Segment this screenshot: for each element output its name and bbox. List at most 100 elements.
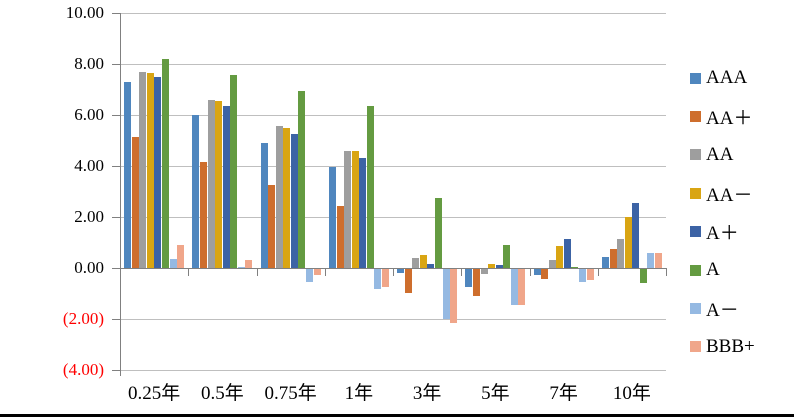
y-axis-label: 4.00 bbox=[74, 156, 104, 175]
bar-A-0.25年 bbox=[161, 58, 169, 268]
x-axis-label: 10年 bbox=[612, 383, 651, 404]
bar-A＋-0.5年 bbox=[222, 106, 230, 268]
bar-AA－-0.25年 bbox=[146, 72, 154, 268]
y-axis-tick bbox=[112, 217, 120, 218]
x-axis-label: 5年 bbox=[481, 383, 510, 404]
legend-label-A－: A－ bbox=[706, 299, 739, 321]
y-axis-line bbox=[120, 13, 121, 376]
legend-label-A＋: A＋ bbox=[706, 223, 739, 245]
bar-AA＋-0.5年 bbox=[200, 162, 207, 268]
bar-AA－-7年 bbox=[556, 246, 564, 268]
gridline-4.00 bbox=[120, 166, 666, 167]
x-axis-tick bbox=[529, 268, 531, 276]
x-axis-label: 0.5年 bbox=[200, 383, 244, 404]
gridline-(4.00) bbox=[120, 370, 666, 371]
bar-AA＋-0.25年 bbox=[131, 136, 139, 268]
x-axis-tick bbox=[393, 268, 394, 276]
bar-A－-0.5年 bbox=[237, 266, 245, 268]
bar-AAA-0.5年 bbox=[192, 115, 200, 268]
y-axis-label: 0.00 bbox=[74, 258, 104, 277]
bar-A-7年 bbox=[571, 266, 579, 268]
bar-AA－-10年 bbox=[624, 217, 632, 268]
bar-AAA-3年 bbox=[397, 269, 405, 273]
legend-item-A－: A－ bbox=[690, 297, 739, 321]
bar-A＋-3年 bbox=[427, 264, 435, 268]
y-axis-label: 6.00 bbox=[74, 105, 104, 124]
bar-AA-5年 bbox=[480, 269, 488, 275]
bar-AAA-0.25年 bbox=[124, 81, 132, 268]
legend-label-AAA: AAA bbox=[706, 67, 748, 88]
legend-label-AA: AA bbox=[706, 143, 734, 165]
y-axis-label: 2.00 bbox=[74, 207, 104, 226]
legend-swatch-AAA bbox=[690, 72, 701, 84]
legend-item-BBB+: BBB+ bbox=[690, 336, 755, 358]
bar-A－-0.25年 bbox=[169, 259, 177, 268]
bar-A-10年 bbox=[639, 269, 647, 284]
legend-swatch-A bbox=[690, 264, 701, 276]
legend-item-A: A bbox=[690, 259, 720, 281]
legend-swatch-AA＋ bbox=[690, 110, 701, 122]
bar-A-5年 bbox=[503, 245, 511, 268]
bar-A＋-0.75年 bbox=[290, 134, 298, 268]
x-axis-label: 3年 bbox=[412, 383, 442, 404]
bar-AA-0.25年 bbox=[139, 71, 147, 268]
y-axis-label: (2.00) bbox=[62, 309, 104, 328]
bar-BBB+-0.25年 bbox=[177, 245, 185, 268]
x-axis-tick bbox=[324, 268, 326, 276]
bar-BBB+-7年 bbox=[586, 269, 594, 281]
gridline-10.00 bbox=[120, 13, 666, 14]
legend-item-AA: AA bbox=[690, 144, 733, 166]
bar-BBB+-10年 bbox=[654, 252, 662, 268]
bar-AA-1年 bbox=[344, 150, 352, 268]
legend-swatch-AA－ bbox=[690, 187, 701, 199]
gridline-(2.00) bbox=[120, 319, 666, 320]
y-axis-tick bbox=[112, 115, 120, 116]
x-axis-tick bbox=[120, 268, 121, 276]
bar-A－-1年 bbox=[374, 269, 382, 290]
bar-AA-3年 bbox=[412, 257, 420, 268]
y-axis-tick bbox=[112, 370, 120, 371]
legend-swatch-AA bbox=[690, 149, 701, 161]
x-axis-label: 1年 bbox=[344, 383, 374, 404]
x-axis-label: 7年 bbox=[549, 383, 578, 404]
legend-swatch-A＋ bbox=[690, 226, 701, 238]
y-axis-tick bbox=[112, 13, 120, 14]
bar-BBB+-5年 bbox=[518, 269, 526, 305]
bar-AA-0.5年 bbox=[207, 99, 215, 268]
x-axis-tick bbox=[597, 268, 599, 276]
y-axis-tick bbox=[112, 319, 120, 320]
legend-swatch-A－ bbox=[690, 302, 701, 314]
y-axis-label: 10.00 bbox=[65, 3, 104, 22]
bar-AA＋-7年 bbox=[541, 269, 549, 280]
bar-BBB+-0.75年 bbox=[313, 269, 321, 276]
gridline-2.00 bbox=[120, 217, 666, 218]
bar-A-0.75年 bbox=[298, 90, 306, 268]
x-axis-tick bbox=[188, 268, 190, 276]
bar-AA＋-3年 bbox=[404, 269, 412, 294]
y-axis-tick bbox=[112, 166, 120, 167]
bar-AA－-5年 bbox=[488, 264, 496, 268]
y-axis-tick bbox=[112, 268, 120, 269]
legend-swatch-BBB+ bbox=[690, 341, 701, 353]
y-axis-tick bbox=[112, 64, 120, 65]
bar-AA＋-10年 bbox=[609, 248, 617, 268]
bar-A-3年 bbox=[434, 197, 442, 268]
x-axis-label: 0.75年 bbox=[264, 383, 317, 404]
bar-AA-7年 bbox=[548, 260, 556, 268]
bar-A＋-7年 bbox=[563, 238, 571, 268]
bar-BBB+-1年 bbox=[381, 269, 389, 287]
gridline-8.00 bbox=[120, 64, 666, 65]
bar-A－-10年 bbox=[647, 252, 655, 268]
bar-A＋-5年 bbox=[495, 265, 503, 268]
bar-AA－-0.75年 bbox=[283, 127, 291, 268]
bar-AA＋-0.75年 bbox=[268, 185, 276, 268]
bar-AAA-1年 bbox=[328, 167, 336, 268]
bar-AA-10年 bbox=[617, 238, 625, 268]
bar-AAA-10年 bbox=[601, 256, 609, 268]
bar-AAA-0.75年 bbox=[260, 143, 268, 268]
bar-AAA-5年 bbox=[465, 269, 473, 287]
bar-A＋-0.25年 bbox=[154, 76, 162, 268]
legend-item-AAA: AAA bbox=[690, 67, 747, 89]
